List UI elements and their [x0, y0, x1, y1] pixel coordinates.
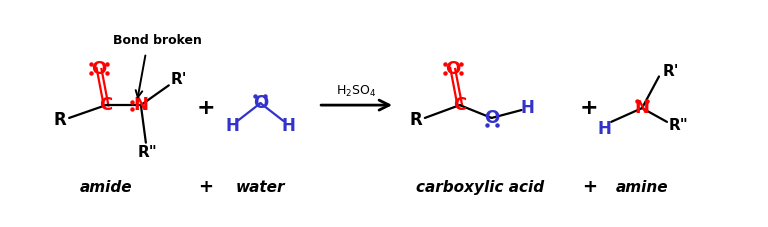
Text: H: H [521, 99, 535, 117]
Text: O: O [484, 109, 499, 127]
Text: amide: amide [80, 180, 132, 195]
Text: R: R [409, 111, 422, 129]
Text: R": R" [138, 145, 157, 160]
Text: R": R" [669, 118, 689, 133]
Text: C: C [453, 96, 466, 114]
Text: +: + [198, 178, 214, 196]
Text: O: O [91, 59, 107, 78]
Text: amine: amine [616, 180, 668, 195]
Text: H$_2$SO$_4$: H$_2$SO$_4$ [336, 84, 376, 99]
Text: N: N [134, 96, 148, 114]
Text: R': R' [663, 64, 679, 79]
Text: H: H [281, 117, 295, 135]
Text: O: O [445, 59, 460, 78]
Text: H: H [226, 117, 240, 135]
Text: R: R [54, 111, 67, 129]
Text: +: + [581, 178, 597, 196]
Text: +: + [580, 98, 598, 118]
Text: N: N [634, 99, 650, 117]
Text: O: O [253, 94, 268, 112]
Text: C: C [99, 96, 113, 114]
Text: H: H [598, 120, 611, 138]
Text: +: + [197, 98, 215, 118]
Text: carboxylic acid: carboxylic acid [415, 180, 544, 195]
Text: R': R' [170, 72, 187, 87]
Text: Bond broken: Bond broken [114, 35, 202, 47]
Text: water: water [236, 180, 285, 195]
